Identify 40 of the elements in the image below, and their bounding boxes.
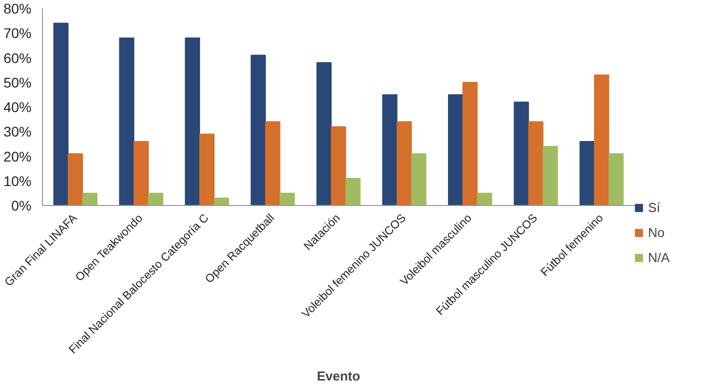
bar (411, 153, 426, 206)
bar (199, 134, 215, 206)
legend-label: Sí (648, 200, 662, 215)
bar (580, 140, 595, 206)
bar (148, 192, 164, 206)
y-tick-label: 60% (3, 50, 32, 66)
bar (514, 102, 529, 206)
bar (396, 121, 412, 206)
bar (608, 153, 624, 206)
bar (265, 121, 280, 206)
y-tick-label: 70% (3, 25, 32, 42)
bar (542, 146, 558, 206)
y-tick-label: 50% (3, 74, 32, 90)
bar (53, 22, 69, 206)
bar (330, 126, 346, 206)
y-tick-label: 80% (3, 0, 32, 16)
bar (134, 140, 149, 206)
bar (68, 153, 83, 206)
bar (250, 54, 266, 206)
bar (345, 178, 361, 206)
bar (280, 192, 295, 206)
y-tick-label: 30% (3, 124, 32, 140)
bar (448, 94, 464, 206)
bar (184, 38, 200, 206)
y-tick-label: 0% (11, 198, 32, 214)
bar (214, 198, 230, 206)
y-tick-label: 40% (3, 99, 32, 115)
bar (462, 82, 478, 206)
y-tick-label: 20% (3, 148, 32, 164)
bar (316, 62, 332, 206)
bar (594, 74, 610, 206)
y-tick-label: 10% (3, 172, 32, 189)
bar (82, 192, 98, 206)
bar (119, 38, 134, 206)
bar (528, 121, 544, 206)
legend-label: No (648, 225, 666, 240)
bar (382, 94, 398, 206)
bar (476, 192, 492, 206)
x-axis-title: Evento (316, 368, 360, 384)
legend-label: N/A (648, 250, 670, 265)
